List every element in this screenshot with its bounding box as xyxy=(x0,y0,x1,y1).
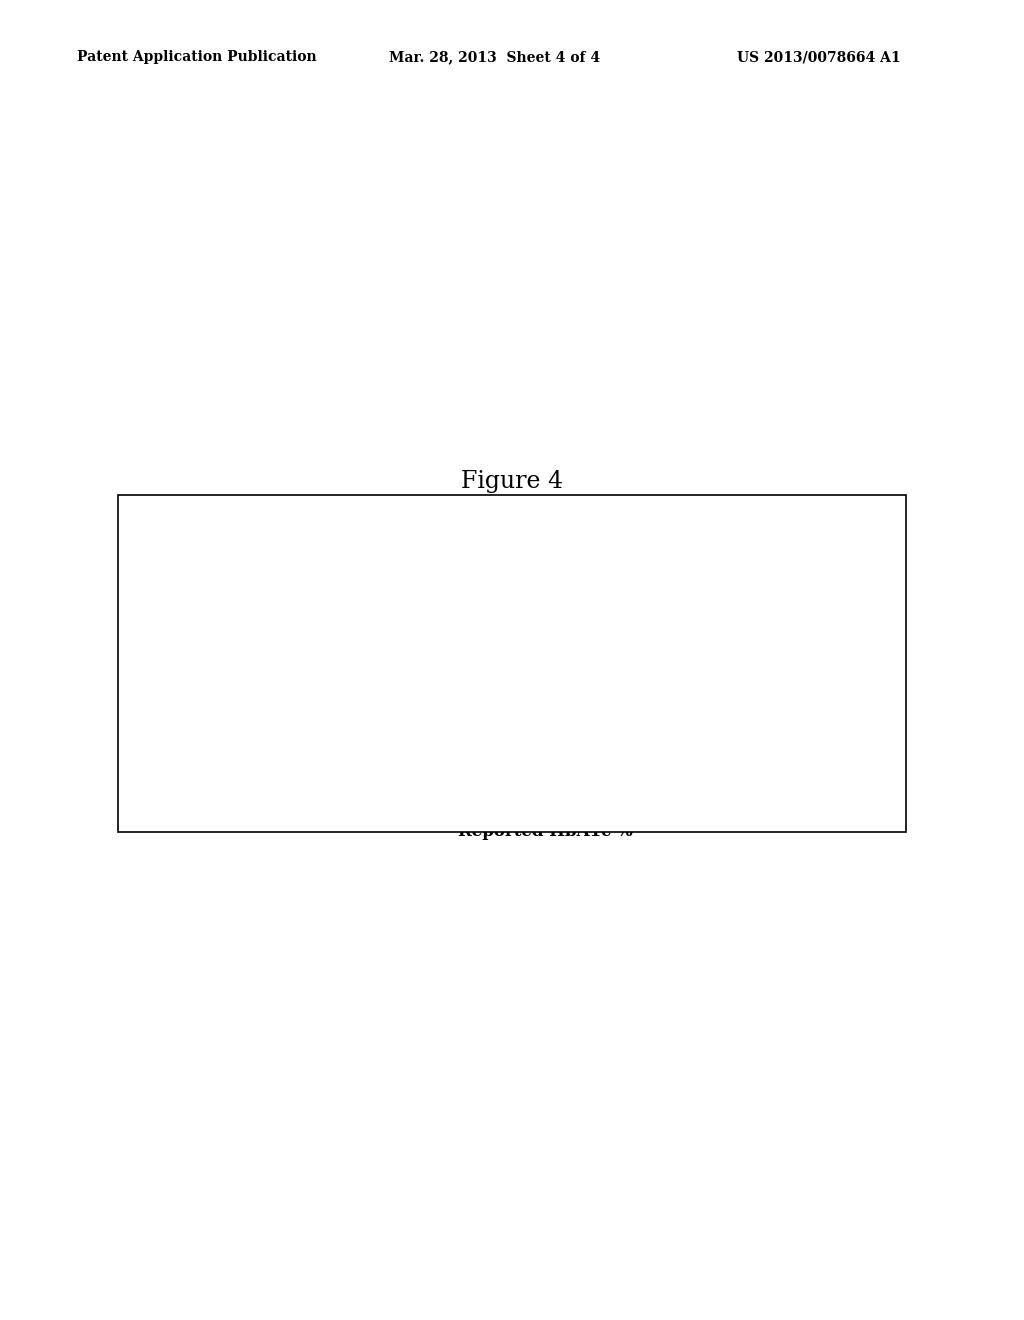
Text: US 2013/0078664 A1: US 2013/0078664 A1 xyxy=(737,50,901,65)
Text: Patent Application Publication: Patent Application Publication xyxy=(77,50,316,65)
Text: Mar. 28, 2013  Sheet 4 of 4: Mar. 28, 2013 Sheet 4 of 4 xyxy=(389,50,600,65)
Point xyxy=(447,630,464,651)
Point xyxy=(585,568,601,589)
Point xyxy=(723,552,739,573)
Point xyxy=(473,638,489,659)
Text: y = 0.0036x + 0.0052: y = 0.0036x + 0.0052 xyxy=(418,546,587,561)
Y-axis label: Activity (700nm): Activity (700nm) xyxy=(167,585,184,742)
Point xyxy=(434,664,451,685)
Point xyxy=(425,680,441,701)
Point xyxy=(457,634,473,655)
Point xyxy=(444,652,461,673)
X-axis label: Reported HbA1c %: Reported HbA1c % xyxy=(458,822,633,840)
Point xyxy=(441,660,458,681)
Point xyxy=(451,664,467,685)
Point xyxy=(467,634,483,655)
Point xyxy=(479,610,496,631)
Text: R² = 0.9074: R² = 0.9074 xyxy=(418,582,511,597)
Point xyxy=(697,556,714,577)
Point xyxy=(505,645,521,667)
Text: Figure 4: Figure 4 xyxy=(461,470,563,494)
Point xyxy=(713,545,729,566)
